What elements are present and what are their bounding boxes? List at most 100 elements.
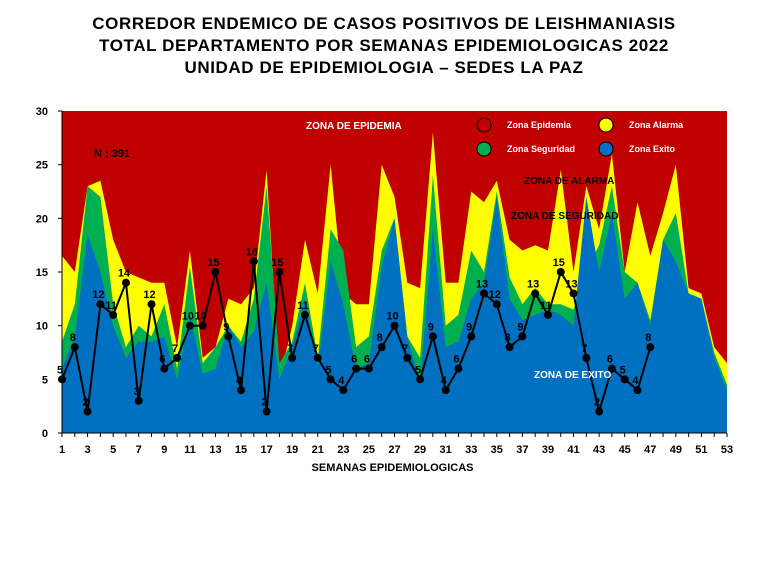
y-tick-label: 30 [36,106,48,118]
case-point [83,407,92,416]
case-point [441,386,450,395]
x-tick-label: 35 [491,444,503,456]
case-value-label: 14 [118,268,131,280]
x-tick-label: 25 [363,444,375,456]
x-tick-label: 41 [567,444,579,456]
case-value-label: 10 [386,311,398,323]
case-value-label: 13 [565,278,577,290]
zone-exito-label: ZONA DE EXITO [534,370,611,381]
x-tick-label: 23 [337,444,349,456]
case-value-label: 9 [428,321,434,333]
x-axis-title: SEMANAS EPIDEMIOLOGICAS [312,462,474,474]
chart-title-line-1: CORREDOR ENDEMICO DE CASOS POSITIVOS DE … [92,14,676,33]
case-value-label: 9 [466,321,472,333]
case-value-label: 7 [172,343,178,355]
case-point [147,300,156,309]
case-point [595,407,604,416]
case-value-label: 4 [338,375,345,387]
case-point [428,332,437,341]
zone-epidemia-label: ZONA DE EPIDEMIA [306,121,402,132]
case-point [556,268,565,276]
case-point [352,364,361,373]
case-value-label: 6 [364,354,370,366]
zone-alarma-label: ZONA DE ALARMA [524,176,614,187]
y-tick-label: 15 [36,267,48,279]
case-value-label: 8 [505,332,511,344]
case-point [300,310,309,319]
case-value-label: 8 [377,332,383,344]
case-point [173,353,182,362]
case-point [275,268,284,276]
chart-title-line-2: TOTAL DEPARTAMENTO POR SEMANAS EPIDEMIOL… [99,36,669,55]
legend-label: Zona Seguridad [507,144,575,154]
x-tick-label: 31 [440,444,452,456]
legend-label: Zona Epidemia [507,120,572,130]
case-value-label: 5 [620,364,626,376]
case-value-label: 4 [441,375,448,387]
x-tick-label: 11 [184,444,196,456]
case-point [134,396,143,405]
x-tick-label: 21 [312,444,324,456]
plot-area [62,111,727,433]
case-value-label: 6 [453,354,459,366]
case-point [224,332,233,341]
case-point [211,268,220,276]
case-point [620,375,629,384]
case-point [633,386,642,395]
case-point [121,278,130,287]
case-point [326,375,335,384]
case-point [96,300,105,309]
legend-marker [598,117,614,133]
case-value-label: 12 [143,289,155,301]
case-value-label: 6 [607,354,613,366]
case-point [262,407,271,416]
legend-label: Zona Alarma [629,120,684,130]
case-value-label: 16 [246,246,258,258]
case-value-label: 8 [70,332,76,344]
x-tick-label: 1 [59,444,65,456]
y-tick-label: 0 [42,428,48,440]
y-tick-label: 25 [36,160,48,172]
y-tick-label: 20 [36,213,48,225]
x-tick-label: 33 [465,444,477,456]
x-tick-label: 27 [388,444,400,456]
x-tick-label: 13 [209,444,221,456]
case-point [288,353,297,362]
x-tick-label: 49 [670,444,682,456]
case-value-label: 15 [553,257,565,269]
case-value-label: 3 [134,386,140,398]
case-value-label: 13 [476,278,488,290]
case-value-label: 4 [632,375,639,387]
case-point [70,343,79,352]
case-point [339,386,348,395]
x-tick-label: 29 [414,444,426,456]
case-point [313,353,322,362]
zone-exito-area [62,196,727,433]
zone-seguridad-label: ZONA DE SEGURIDAD [511,211,618,222]
case-point [377,343,386,352]
y-tick-label: 5 [42,374,48,386]
legend-marker [476,117,492,133]
n-total-label: N : 391 [94,148,130,160]
case-value-label: 8 [645,332,651,344]
case-point [185,321,194,330]
case-value-label: 4 [236,375,243,387]
case-value-label: 7 [581,343,587,355]
case-point [249,257,258,266]
x-tick-label: 5 [110,444,116,456]
chart-title-line-3: UNIDAD DE EPIDEMIOLOGIA – SEDES LA PAZ [184,58,584,77]
case-point [531,289,540,298]
case-value-label: 9 [517,321,523,333]
case-point [607,364,616,373]
case-value-label: 5 [415,364,421,376]
case-point [403,353,412,362]
legend-marker [476,141,492,157]
case-point [492,300,501,309]
legend: Zona Epidemia Zona Alarma Zona Seguridad Zo… [476,117,684,157]
case-point [454,364,463,373]
legend-label: Zona Exito [629,144,676,154]
case-point [480,289,489,298]
